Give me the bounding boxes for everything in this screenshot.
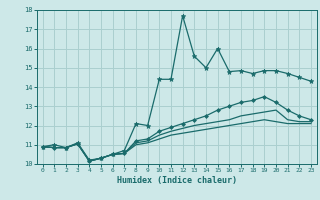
X-axis label: Humidex (Indice chaleur): Humidex (Indice chaleur) (117, 176, 237, 185)
